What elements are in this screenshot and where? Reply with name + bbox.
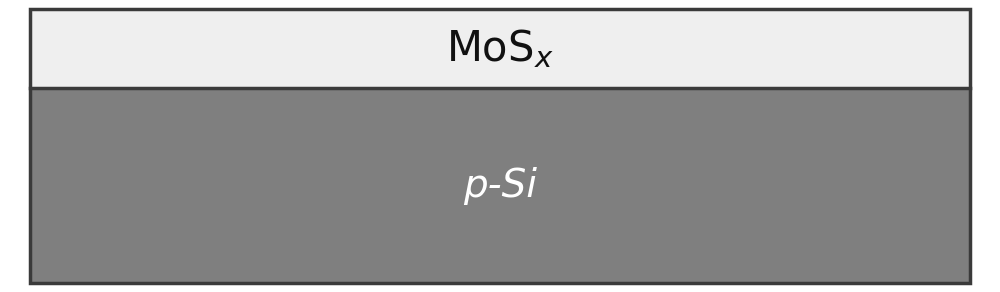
Text: p-Si: p-Si xyxy=(463,167,537,205)
Bar xyxy=(30,88,970,283)
Text: MoS$_x$: MoS$_x$ xyxy=(446,27,554,70)
Bar xyxy=(30,9,970,88)
